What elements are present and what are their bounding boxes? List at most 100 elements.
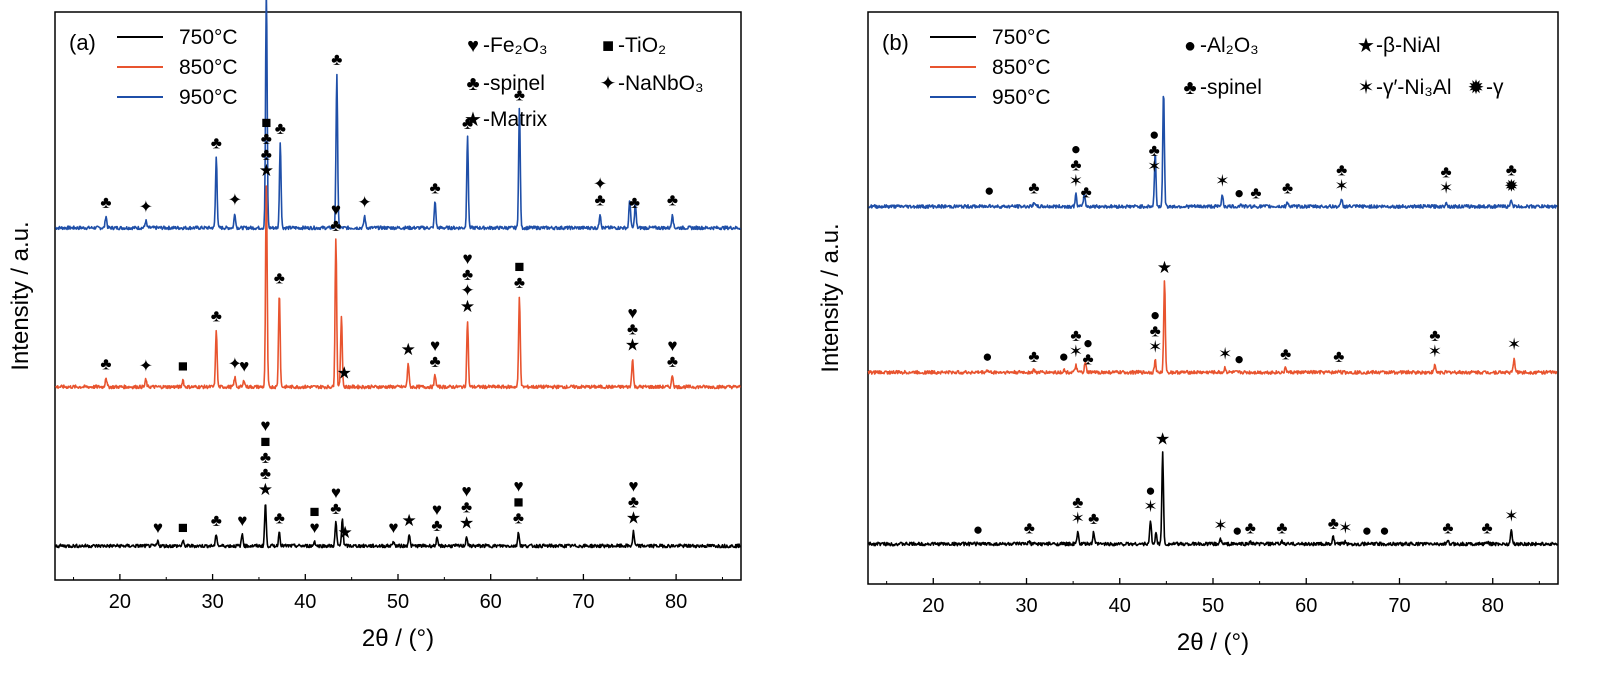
x-tick-label: 70 [1388, 595, 1410, 617]
peak-marker: ♣ [211, 511, 222, 530]
series-line [868, 451, 1558, 547]
peak-marker: ■ [178, 357, 188, 376]
peak-marker: ● [1379, 521, 1389, 540]
peak-marker: ✶ [1215, 171, 1229, 190]
x-tick-label: 40 [294, 591, 316, 613]
peak-marker: ♣ [514, 273, 525, 292]
peak-marker: ♣ [211, 307, 222, 326]
peak-marker: ♣ [261, 145, 272, 164]
peak-marker: ♥ [513, 477, 523, 496]
peak-marker: ♣ [513, 509, 524, 528]
peak-marker: ♣ [462, 265, 473, 284]
peak-marker: ✶ [1338, 519, 1352, 538]
peak-marker: ♣ [1250, 183, 1261, 202]
peak-marker: ● [984, 181, 994, 200]
legend-label: 850°C [179, 56, 238, 79]
panel-label: (b) [882, 30, 909, 55]
x-tick-label: 20 [922, 595, 944, 617]
peak-marker: ♣ [1280, 345, 1291, 364]
peak-marker: ♣ [260, 448, 271, 467]
peak-marker: ♣ [1482, 519, 1493, 538]
peak-marker: ♥ [432, 500, 442, 519]
peak-marker: ✦ [228, 354, 242, 373]
peak-marker: ♣ [1336, 160, 1347, 179]
series-line [868, 95, 1558, 209]
series-line [54, 504, 741, 549]
x-axis-label: 2θ / (°) [1177, 629, 1249, 656]
x-tick-label: 50 [1202, 595, 1224, 617]
peak-marker: ✦ [593, 175, 607, 194]
peak-marker: ● [1145, 481, 1155, 500]
x-tick-label: 30 [201, 591, 223, 613]
phase-legend-symbol: ✹ [1468, 77, 1485, 99]
phase-legend-label: -spinel [1200, 76, 1262, 99]
x-tick-label: 60 [480, 591, 502, 613]
series-line [867, 280, 1558, 375]
peak-marker: ★ [459, 513, 474, 532]
peak-marker: ■ [178, 518, 188, 537]
peak-marker: ★ [1155, 430, 1170, 449]
phase-legend-label: -Matrix [483, 108, 548, 131]
phase-legend-symbol: ★ [1357, 35, 1375, 57]
phase-legend-label: -TiO₂ [618, 34, 666, 57]
peak-marker: ♣ [1070, 326, 1081, 345]
peak-marker: ♣ [462, 114, 473, 133]
peak-marker: ♣ [1328, 514, 1339, 533]
peak-marker: ✦ [139, 198, 153, 217]
peak-marker: ★ [625, 335, 640, 354]
peak-marker: ♣ [1441, 163, 1452, 182]
peak-marker: ★ [460, 297, 475, 316]
phase-legend-label: -γ [1486, 76, 1504, 99]
peak-marker: ★ [1157, 258, 1172, 277]
panel-b: 20 30 40 50 60 70 80 2θ / (°) Intensity / a.u. (b… [817, 11, 1559, 656]
legend-label: 750°C [992, 26, 1051, 49]
peak-marker: ● [1232, 521, 1242, 540]
peak-marker: ✶ [1213, 516, 1227, 535]
peak-marker: ✦ [228, 191, 242, 210]
peak-marker: ♣ [1088, 509, 1099, 528]
peak-marker: ♥ [237, 511, 247, 530]
peak-marker: ♣ [1442, 519, 1453, 538]
peak-marker: ★ [338, 523, 353, 542]
phase-legend-label: -Fe₂O₃ [483, 34, 548, 57]
peak-marker: ● [1083, 333, 1093, 352]
peak-marker: ■ [309, 502, 319, 521]
peak-marker: ♣ [430, 179, 441, 198]
panel-label: (a) [69, 30, 96, 55]
peak-marker: ● [973, 520, 983, 539]
phase-legend-label: -β-NiAl [1376, 34, 1441, 57]
peak-marker: ✦ [358, 193, 372, 212]
phase-legend-label: -γ′-Ni₃Al [1376, 76, 1451, 99]
y-axis-label: Intensity / a.u. [7, 221, 34, 370]
peak-marker: ♣ [260, 464, 271, 483]
peak-marker: ♣ [275, 119, 286, 138]
x-tick-label: 80 [665, 591, 687, 613]
peak-marker: ✶ [1504, 507, 1518, 526]
phase-legend-symbol: ★ [464, 109, 482, 131]
phase-legend-label: -Al₂O₃ [1200, 34, 1259, 57]
peak-marker: ✶ [1143, 497, 1157, 516]
peak-marker: ♣ [1081, 183, 1092, 202]
x-tick-label: 80 [1482, 595, 1504, 617]
series-line [54, 185, 741, 390]
peak-marker: ♥ [310, 518, 320, 537]
x-axis-label: 2θ / (°) [362, 625, 434, 652]
peak-marker: ★ [401, 340, 416, 359]
peak-marker: ♣ [1072, 493, 1083, 512]
peak-marker: ✹ [1504, 176, 1518, 195]
peak-marker: ♣ [330, 499, 341, 518]
peak-marker: ● [1234, 349, 1244, 368]
peak-marker: ■ [260, 432, 270, 451]
peak-marker: ♣ [1429, 326, 1440, 345]
legend-label: 850°C [992, 56, 1051, 79]
peak-marker: ♣ [1028, 179, 1039, 198]
peak-marker: ✦ [460, 281, 474, 300]
phase-legend-symbol: ♣ [466, 73, 479, 95]
peak-marker: ♣ [1282, 179, 1293, 198]
peak-marker: ♣ [1506, 160, 1517, 179]
phase-legend-symbol: ✶ [1358, 77, 1375, 99]
peak-marker: ♥ [153, 518, 163, 537]
series-750C: ● ♣✶♣♣✶●★✶ ● ♣ ♣ ♣ ✶ ● ● ♣ ♣✶ [868, 430, 1558, 547]
phase-legend-symbol: ● [1184, 35, 1196, 57]
